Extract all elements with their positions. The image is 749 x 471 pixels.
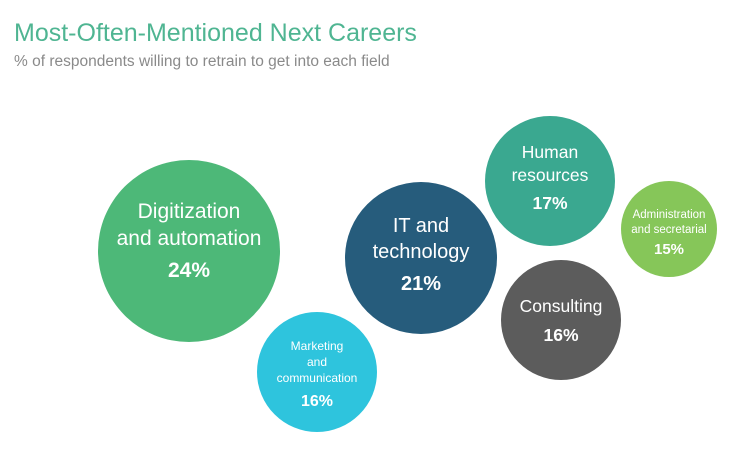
bubble-label-human-resources: Human resources bbox=[512, 142, 589, 185]
bubble-administration-and-secretarial bbox=[621, 181, 717, 277]
bubble-value-administration-and-secretarial: 15% bbox=[654, 241, 684, 258]
bubble-label-marketing-and-communication: Marketing and communication bbox=[277, 339, 358, 385]
bubble-value-consulting: 16% bbox=[543, 325, 578, 345]
bubble-consulting bbox=[501, 260, 621, 380]
bubble-label-digitization-and-automation: Digitization and automation bbox=[117, 200, 262, 250]
bubble-marketing-and-communication bbox=[257, 312, 377, 432]
bubble-value-digitization-and-automation: 24% bbox=[168, 259, 210, 282]
chart-subtitle: % of respondents willing to retrain to g… bbox=[14, 53, 390, 70]
chart-title: Most-Often-Mentioned Next Careers bbox=[14, 19, 417, 47]
bubble-label-consulting: Consulting bbox=[520, 296, 603, 316]
bubble-label-administration-and-secretarial: Administration and secretarial bbox=[631, 209, 706, 236]
bubble-value-it-and-technology: 21% bbox=[401, 273, 441, 295]
bubble-label-it-and-technology: IT and technology bbox=[373, 215, 470, 263]
bubble-it-and-technology bbox=[345, 182, 497, 334]
bubble-group: Digitization and automation 24% IT and techn… bbox=[98, 116, 717, 432]
bubble-digitization-and-automation bbox=[98, 160, 280, 342]
bubble-human-resources bbox=[485, 116, 615, 246]
bubble-value-human-resources: 17% bbox=[532, 193, 567, 213]
bubble-value-marketing-and-communication: 16% bbox=[301, 393, 333, 410]
